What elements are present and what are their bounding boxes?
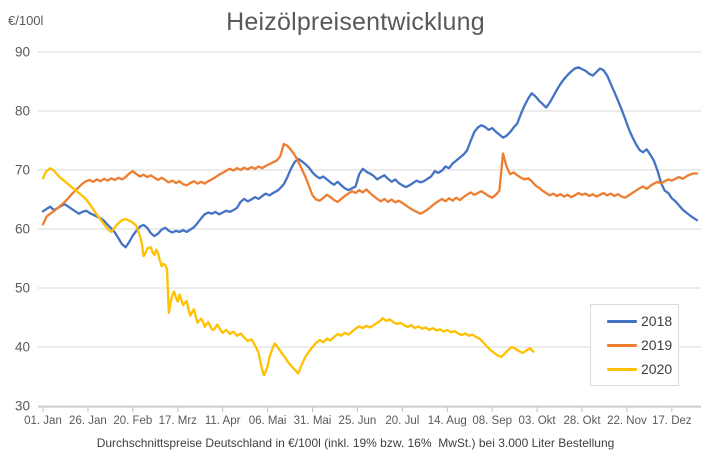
y-tick-label-60: 60 [15, 222, 30, 237]
x-tick-label: 14. Aug [428, 415, 467, 427]
x-tick-label: 03. Okt [519, 415, 557, 427]
legend-item-2020: 2020 [607, 358, 678, 380]
legend-item-2018: 2018 [607, 310, 678, 332]
y-tick-label-70: 70 [15, 163, 30, 178]
chart-title: Heizölpreisentwicklung [226, 8, 485, 36]
legend-label-2019: 2019 [641, 337, 673, 353]
x-tick-label: 11. Apr [205, 415, 241, 427]
legend-swatch-2020 [607, 367, 637, 371]
y-tick-label-90: 90 [15, 45, 30, 60]
series-line-2019 [41, 142, 699, 226]
legend-item-2019: 2019 [607, 334, 678, 356]
legend: 2018 2019 2020 [590, 304, 679, 386]
x-tick-label: 17. Mrz [159, 415, 198, 427]
y-axis-unit-label: €/100l [8, 13, 44, 28]
legend-label-2020: 2020 [641, 361, 673, 377]
y-tick-label-80: 80 [15, 104, 30, 119]
x-tick-label: 17. Dez [652, 415, 692, 427]
x-tick-label: 28. Okt [563, 415, 601, 427]
x-tick-label: 31. Mai [294, 415, 332, 427]
x-tick-label: 20. Jul [385, 415, 419, 427]
legend-swatch-2018 [607, 319, 637, 323]
x-tick-label: 20. Feb [113, 415, 152, 427]
y-tick-label-40: 40 [15, 340, 30, 355]
y-tick-label-50: 50 [15, 281, 30, 296]
caption: Durchschnittspreise Deutschland in €/100… [96, 436, 615, 450]
x-tick-label: 08. Sep [472, 415, 512, 427]
x-tick-label: 22. Nov [607, 415, 647, 427]
x-tick-label: 25. Jun [339, 415, 377, 427]
series-line-2020 [41, 167, 535, 377]
legend-swatch-2019 [607, 343, 637, 347]
x-tick-label: 26. Jan [69, 415, 107, 427]
x-tick-label: 01. Jan [24, 415, 62, 427]
legend-label-2018: 2018 [641, 313, 673, 329]
y-tick-label-30: 30 [15, 399, 30, 414]
series-line-2018 [41, 66, 699, 249]
x-tick-label: 06. Mai [249, 415, 287, 427]
